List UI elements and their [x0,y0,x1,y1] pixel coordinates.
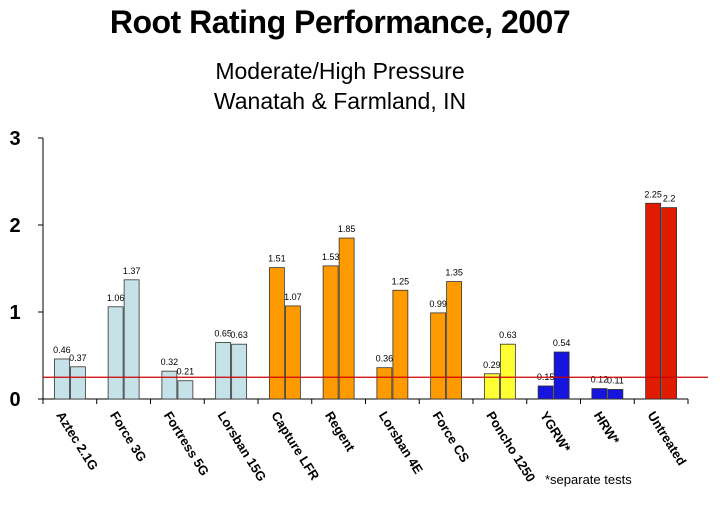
data-label: 1.07 [284,292,302,302]
data-label: 0.32 [161,357,179,367]
data-label: 1.51 [268,254,286,264]
x-category-label: Aztec 2.1G [53,409,101,473]
data-label: 0.21 [177,367,195,377]
bar [268,267,285,400]
bar [392,289,409,400]
y-tick-label: 0 [9,389,20,411]
data-label: 1.25 [392,276,410,286]
bar [322,265,339,400]
bar [446,281,463,400]
bar [376,367,393,400]
data-label: 0.29 [483,360,501,370]
bar [645,202,662,400]
data-label: 0.54 [553,338,571,348]
data-label: 1.37 [123,266,141,276]
bar [607,389,624,400]
bar [177,380,194,400]
bar [231,343,248,400]
chart-subtitle-line-1: Moderate/High Pressure [215,58,465,84]
bar [537,385,554,400]
data-label: 0.63 [499,330,517,340]
data-label: 0.37 [69,353,87,363]
bar [161,370,178,400]
y-tick-label: 1 [9,302,20,324]
data-label: 2.25 [644,189,662,199]
data-label: 0.65 [214,328,232,338]
bar [107,306,124,400]
x-category-label: Lorsban 4E [376,409,426,477]
x-category-label: YGRW* [537,409,574,456]
data-label: 1.35 [445,268,463,278]
bar [553,351,570,400]
x-category-label: Untreated [645,409,690,468]
chart-subtitle-line-2: Wanatah & Farmland, IN [213,88,467,114]
data-label: 2.2 [663,194,676,204]
plot-area: 0 1 2 3 0.460.37 Aztec 2.1G 1.06 1.37 Force 3G 0.… [9,128,708,485]
bar [661,207,678,400]
data-label: 1.53 [322,252,340,262]
bar [591,388,608,400]
x-category-label: Regent [322,409,358,455]
x-category-label: Lorsban 15G [215,409,270,484]
footnote: *separate tests [545,472,632,487]
bar [338,237,355,400]
x-category-label: Capture LFR [268,409,322,484]
bar [215,342,232,400]
x-category-label: Force CS [430,409,473,466]
data-label: 0.46 [53,345,71,355]
data-label: 0.12 [591,375,609,385]
x-category-label: Fortress 5G [161,409,212,479]
bar [430,312,447,400]
bar [123,279,140,400]
y-tick-label: 3 [9,128,20,150]
bar [284,305,301,400]
y-tick-label: 2 [9,215,20,237]
bar [69,366,86,400]
data-label: 0.99 [429,299,447,309]
bar [499,343,516,400]
data-label: 0.63 [230,330,248,340]
data-label: 1.06 [107,293,125,303]
x-category-label: Poncho 1250 [483,409,538,485]
chart-title: Root Rating Performance, 2007 [109,4,571,40]
data-label: 1.85 [338,224,356,234]
bar [53,358,70,400]
x-category-label: HRW* [591,409,623,448]
data-label: 0.36 [376,354,394,364]
x-category-label: Force 3G [107,409,150,465]
bar [483,373,500,400]
data-label: 0.11 [607,375,624,385]
